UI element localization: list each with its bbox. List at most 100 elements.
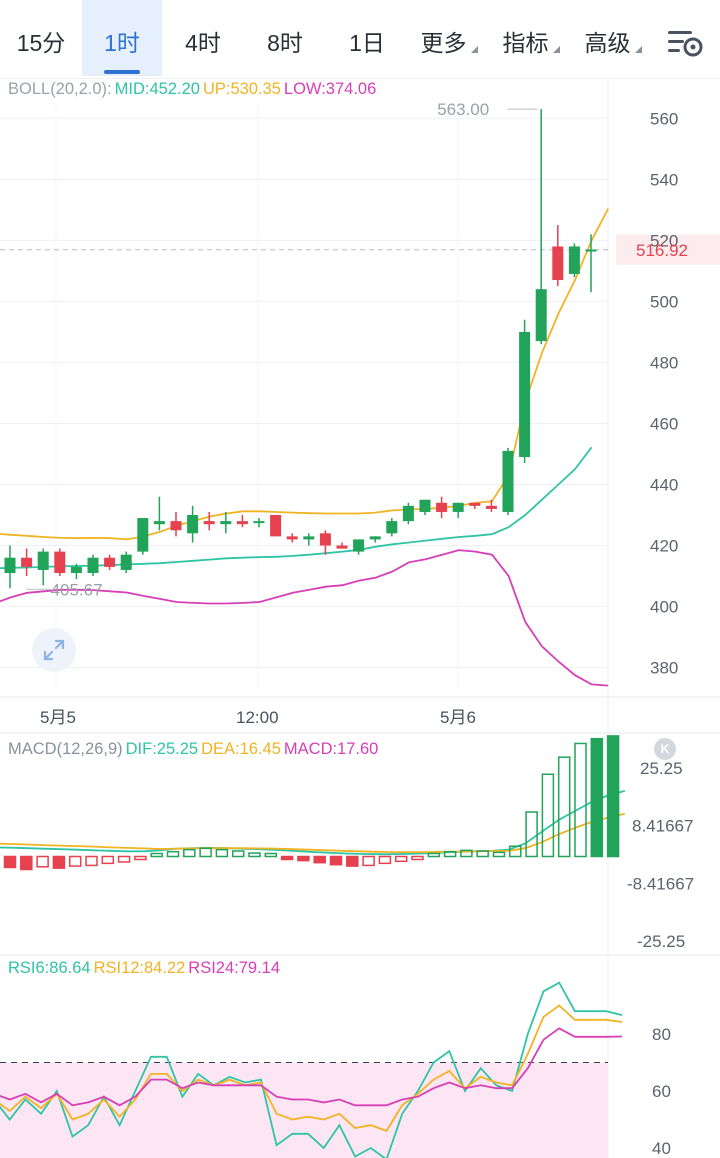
price-axis-tick: 520: [650, 231, 678, 250]
tab-2[interactable]: 4时: [162, 0, 244, 76]
macd-histogram-bar: [183, 848, 196, 858]
macd-histogram-bar: [20, 855, 33, 871]
boll-legend-low: LOW:374.06: [283, 80, 377, 98]
candle-body: [104, 557, 116, 567]
price-axis-tick: 380: [650, 659, 678, 678]
candle-body: [70, 566, 82, 573]
macd-histogram-bar: [476, 850, 489, 858]
macd-axis-tick: 25.25: [640, 759, 683, 778]
candle-body: [319, 533, 331, 546]
candle-body: [253, 521, 265, 524]
candle-body: [353, 539, 365, 552]
candle-body: [402, 505, 414, 522]
candle-body: [137, 518, 149, 552]
macd-histogram-bar: [411, 855, 424, 861]
rsi-rsi24-line: [0, 1027, 623, 1107]
price-axis-tick: 400: [650, 598, 678, 617]
candle-body: [220, 521, 232, 525]
candle-body: [236, 521, 248, 525]
rsi-axis-tick: 80: [652, 1025, 671, 1044]
tab-1[interactable]: 1时: [82, 0, 162, 76]
candle-body: [37, 551, 49, 570]
macd-histogram-bar: [101, 855, 115, 865]
tab-3[interactable]: 8时: [244, 0, 326, 76]
macd-histogram-bar: [606, 735, 620, 858]
boll-legend-up: UP:530.35: [202, 80, 281, 98]
rsi-axis-tick: 40: [652, 1139, 671, 1158]
macd-histogram-bar: [394, 855, 408, 863]
macd-histogram-bar: [492, 851, 506, 858]
macd-histogram-bar: [199, 847, 212, 858]
tab-7[interactable]: 高级: [572, 0, 654, 76]
price-axis-tick: 500: [650, 292, 678, 311]
macd-histogram-bar: [427, 852, 441, 858]
tab-5[interactable]: 更多: [408, 0, 490, 76]
max-price-label: 563.00: [437, 100, 489, 119]
macd-histogram-bar: [215, 848, 229, 858]
chart-settings-icon[interactable]: [666, 28, 704, 58]
current-price-label: 516.92: [636, 241, 688, 260]
tab-0[interactable]: 15分: [0, 0, 82, 76]
price-axis-tick: 540: [650, 170, 678, 189]
candle-body: [436, 502, 448, 512]
macd-axis-tick: 8.41667: [632, 817, 693, 836]
macd-histogram-bar: [378, 855, 392, 865]
macd-histogram-bar: [150, 852, 163, 858]
boll-up-line: [0, 208, 609, 541]
tab-4[interactable]: 1日: [326, 0, 408, 76]
candle-body: [502, 450, 514, 512]
timeframe-tab-bar: 15分 1时 4时 8时 1日 更多 指标 高级: [0, 0, 720, 79]
time-axis-tick: 12:00: [236, 708, 279, 727]
candle-body: [419, 499, 431, 512]
macd-histogram-bar: [509, 845, 522, 858]
macd-axis-tick: -25.25: [637, 932, 685, 951]
rsi-rsi12-line: [0, 1004, 623, 1132]
rsi-rsi6-line: [0, 981, 623, 1158]
rsi-legend-rsi12: RSI12:84.22: [93, 959, 186, 977]
time-axis-tick: 5月6: [440, 708, 476, 727]
candle-body: [170, 521, 182, 531]
candle-body: [303, 536, 315, 540]
rsi-axis-tick: 60: [652, 1082, 671, 1101]
macd-histogram-bar: [280, 855, 294, 861]
current-price-badge: [616, 234, 720, 265]
indicator-collapse-icon[interactable]: K: [654, 738, 676, 760]
tab-label: 高级: [584, 30, 631, 56]
candle-body: [469, 502, 481, 506]
macd-histogram-bar: [557, 756, 571, 858]
macd-histogram-bar: [297, 855, 310, 862]
candle-body: [54, 551, 66, 573]
macd-histogram-bar: [134, 855, 147, 861]
price-axis-tick: 440: [650, 475, 678, 494]
candle-body: [386, 521, 398, 534]
candle-body: [286, 536, 298, 540]
candle-body: [452, 502, 464, 512]
candle-body: [87, 557, 99, 573]
macd-histogram-bar: [264, 852, 278, 858]
macd-histogram-bar: [36, 855, 49, 868]
tab-label: 8时: [267, 30, 303, 56]
rsi-overbought-band: [0, 1062, 608, 1158]
candle-body: [568, 246, 580, 274]
macd-histogram-bar: [346, 855, 359, 867]
tab-6[interactable]: 指标: [490, 0, 572, 76]
dropdown-caret-icon: [634, 46, 642, 53]
macd-histogram-bar: [68, 855, 82, 867]
macd-histogram-bar: [443, 850, 457, 858]
macd-dif-line: [0, 790, 626, 856]
macd-legend-macd: MACD:17.60: [283, 740, 379, 758]
candle-body: [270, 515, 282, 537]
macd-histogram-bar: [313, 855, 326, 864]
candle-body: [336, 545, 348, 549]
price-axis-tick: 480: [650, 353, 678, 372]
boll-legend: BOLL(20,2.0): MID:452.20 UP:530.35 LOW:374.…: [8, 80, 379, 99]
macd-legend-name: MACD(12,26,9): [8, 740, 123, 758]
candle-body: [535, 289, 547, 342]
dropdown-caret-icon: [470, 46, 478, 53]
tab-label: 指标: [502, 30, 549, 56]
expand-chart-icon[interactable]: [32, 628, 76, 672]
dropdown-caret-icon: [552, 46, 560, 53]
macd-axis-tick: -8.41667: [627, 874, 694, 893]
candle-body: [153, 521, 165, 525]
